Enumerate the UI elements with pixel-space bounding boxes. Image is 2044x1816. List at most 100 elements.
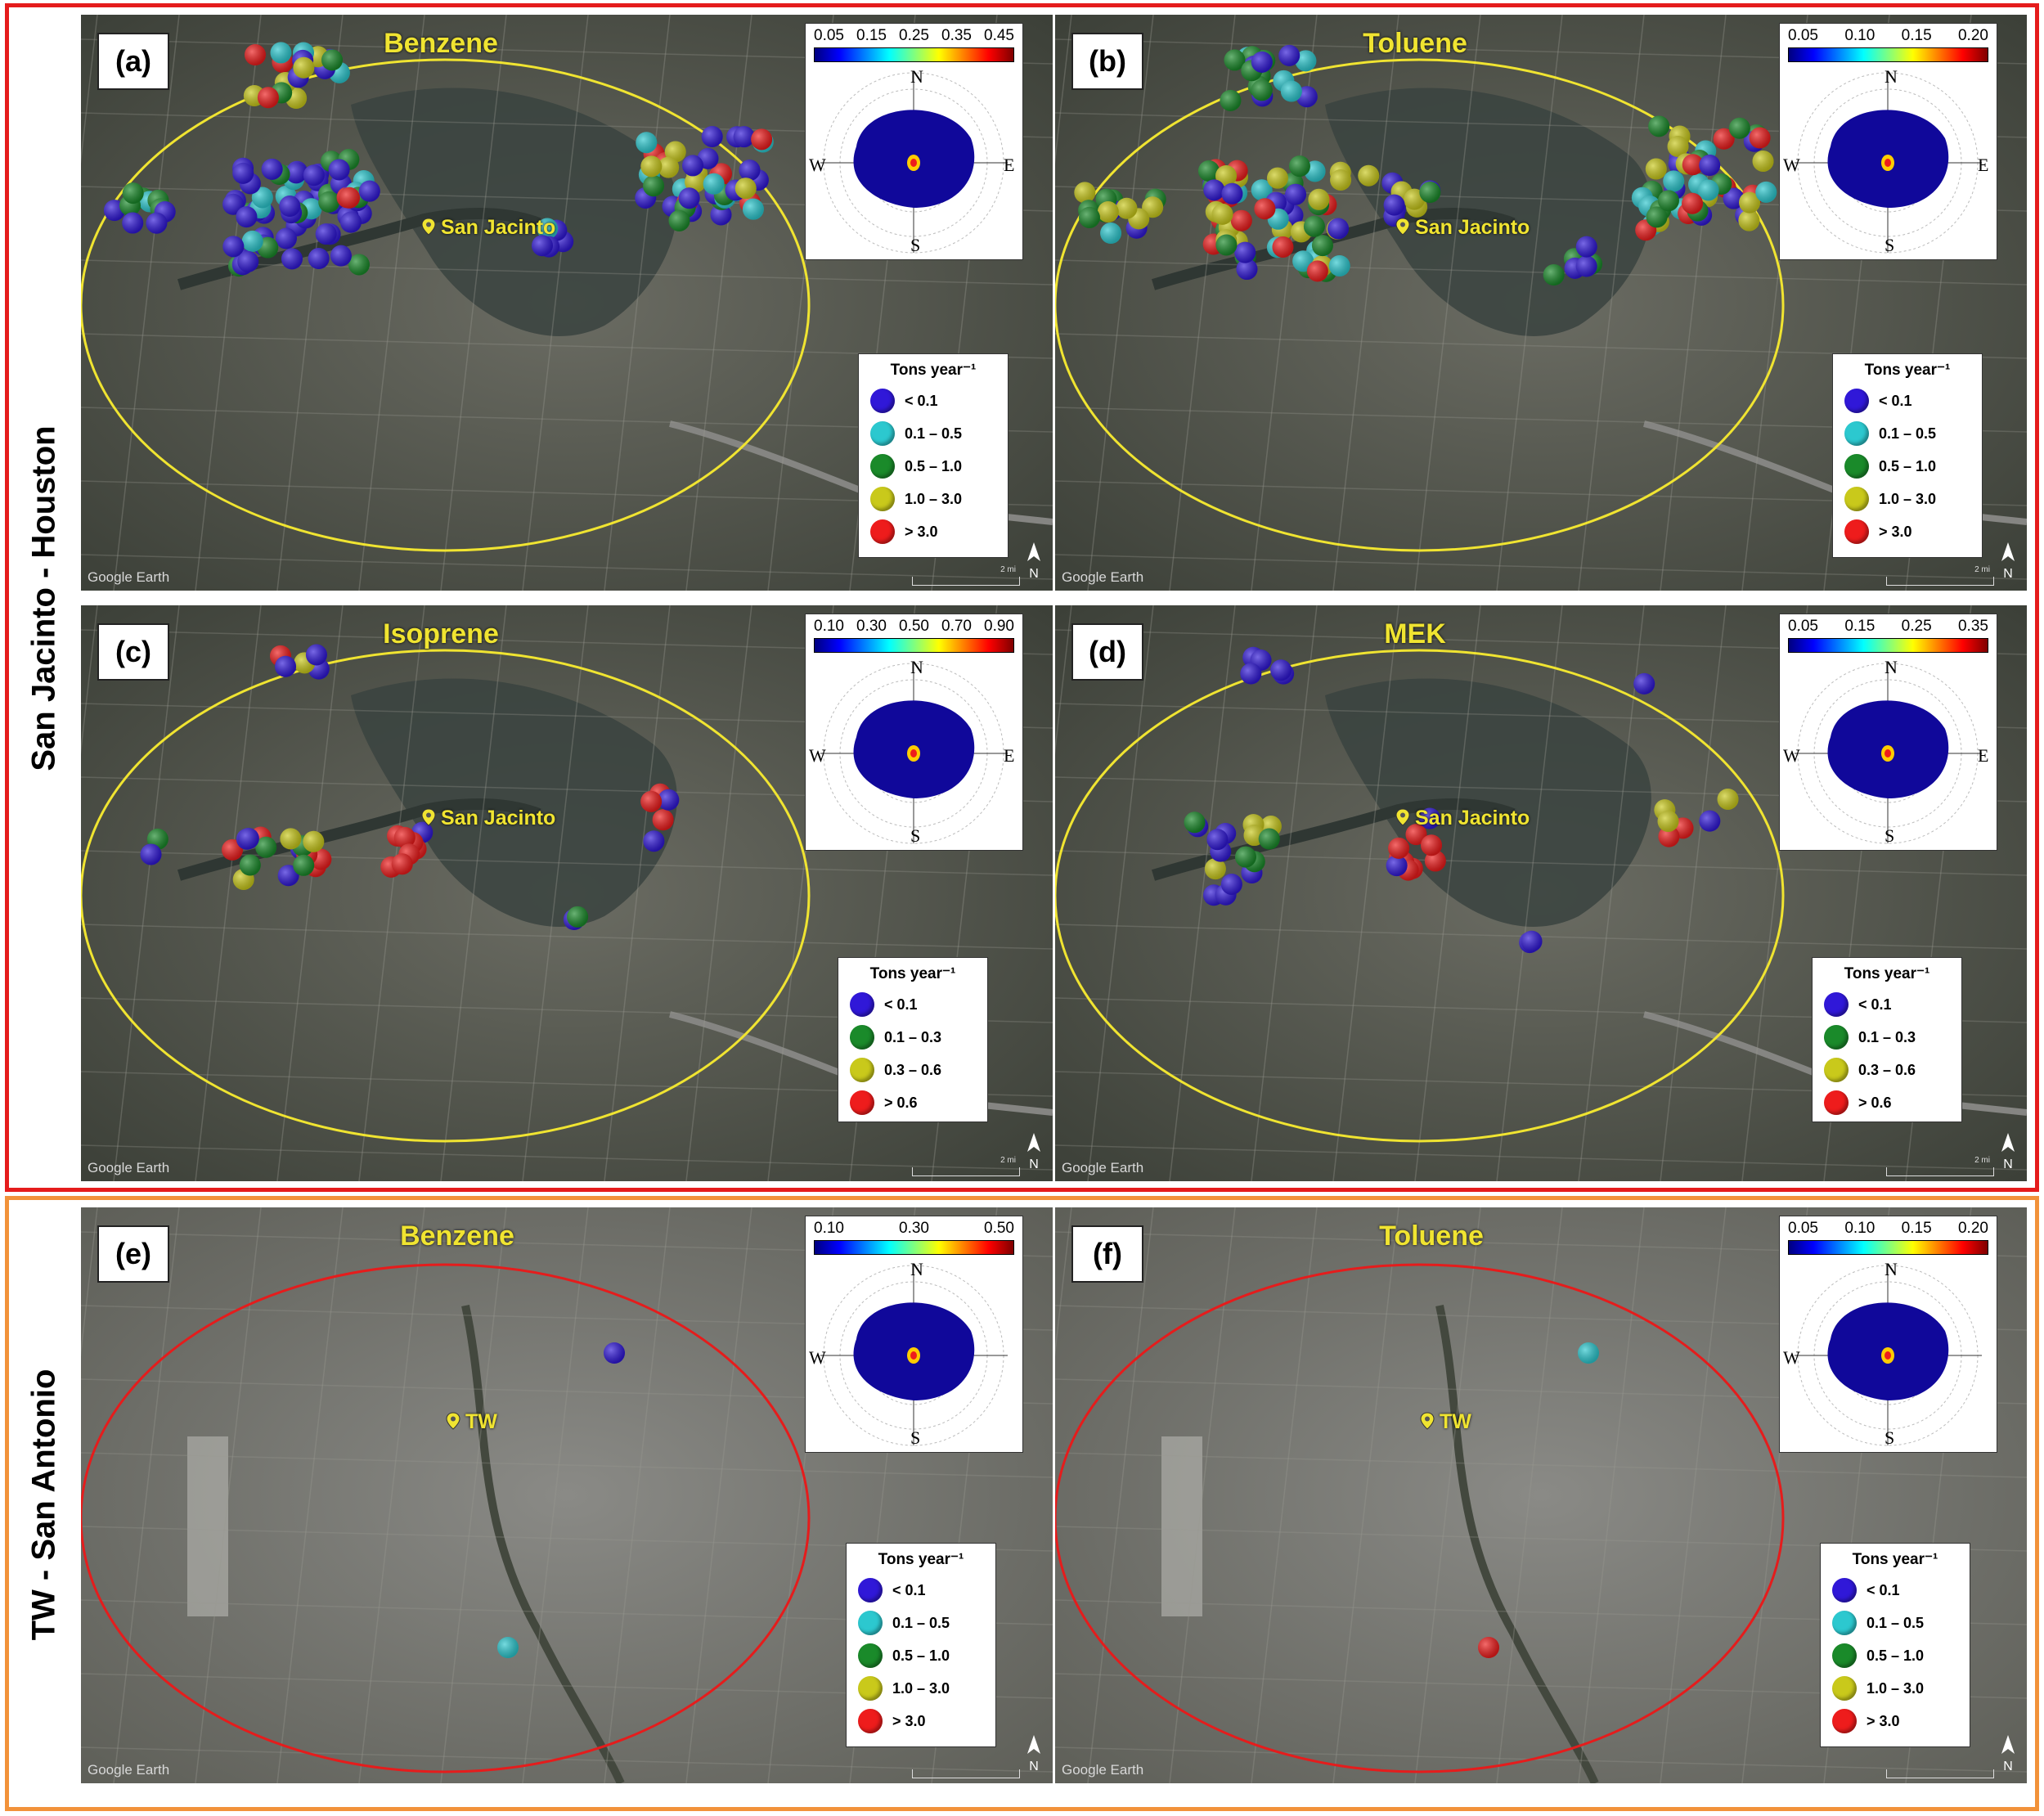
road [81,605,98,755]
radius-ellipse [1055,58,1785,552]
panel-letter: (d) [1071,623,1143,681]
emission-source-shading [739,160,761,182]
emission-source-shading [1405,824,1427,846]
site-pin-icon[interactable] [1420,1412,1435,1430]
scale-bar [912,1769,1020,1778]
radius-ellipse [81,58,811,552]
legend-item: < 0.1 [1832,1578,1900,1602]
site-pin-icon[interactable] [1395,218,1410,236]
map-panel-e: (e) Benzene TW 0.10 0.30 0.50 N S W Tons year⁻¹ < … [81,1207,1053,1783]
emission-source-shading [339,187,361,209]
radius-ellipse [1055,649,1785,1143]
emission-source-shading [1755,181,1777,203]
emission-source-shading [393,826,416,848]
legend-item: < 0.1 [1844,389,1912,413]
legend-label: 1.0 – 3.0 [1867,1679,1925,1697]
emission-source-shading [1327,218,1350,240]
polar-plot [820,1265,1008,1446]
legend-swatch [1844,454,1869,479]
road [1496,605,1563,1181]
emission-source-shading [255,836,277,858]
road [1169,15,1236,591]
emission-source-shading [1285,183,1307,205]
colorbar-tick-label: 0.25 [1901,618,1932,635]
emission-source-shading [303,164,325,187]
polar-plot [1795,663,1982,844]
panel-letter: (c) [97,623,169,681]
colorbar-tick-label: 0.15 [1844,618,1876,635]
legend-label: < 0.1 [905,392,938,409]
compass-s: S [1885,825,1895,846]
legend-item: > 3.0 [1832,1709,1900,1733]
emission-source-shading [1358,164,1380,187]
road [1055,1452,2027,1478]
ship-channel [1151,208,1516,290]
colorbar-tick-label: 0.15 [1901,1220,1932,1237]
emission-source-shading [1739,191,1761,214]
road [1251,1207,1318,1783]
emission-source-shading [1738,209,1760,231]
road [276,605,344,1181]
emission-source-shading [281,248,303,270]
emission-source-shading [1288,155,1310,178]
legend-swatch [1832,1611,1857,1635]
road [195,605,262,1181]
site-pin-icon[interactable] [421,218,436,236]
map-panel-b: (b) Toluene San Jacinto 0.05 0.10 0.15 0.20 N S W… [1055,15,2027,591]
emission-source-shading [1306,260,1328,282]
north-arrow-icon: N [1999,1132,2017,1171]
site-pin-icon[interactable] [446,1412,460,1430]
road [113,15,180,591]
road [1055,605,1072,755]
road [1660,605,1727,1181]
road [1251,605,1318,1181]
emission-source-shading [1383,194,1405,216]
emission-source-shading [1421,834,1443,856]
colorbar-ticks: 0.05 0.10 0.15 0.20 [1788,27,1988,47]
site-pin-icon[interactable] [1395,808,1410,826]
emission-source-shading [1682,192,1704,214]
emission-source-shading [303,830,325,852]
emission-source-shading [1717,788,1739,810]
road [1332,1207,1399,1783]
road [1055,1746,2027,1773]
road [522,605,589,1181]
compass-s: S [910,1427,921,1448]
emission-source-shading [532,235,554,257]
legend-label: 0.1 – 0.3 [1858,1028,1916,1045]
legend-swatch [850,992,874,1017]
compass-w: W [809,1347,826,1368]
road [81,1207,98,1357]
emission-legend: Tons year⁻¹ < 0.1 0.1 – 0.5 0.5 – 1.0 1.0 – … [1832,353,1983,558]
legend-label: 0.5 – 1.0 [905,457,963,474]
google-earth-watermark: Google Earth [1062,1160,1144,1175]
legend-label: 0.5 – 1.0 [892,1647,950,1664]
north-arrow-label: N [1029,567,1039,581]
polar-plot [1795,1265,1982,1446]
road [276,15,344,591]
emission-source-shading [640,790,663,812]
legend-label: < 0.1 [1879,392,1912,409]
emission-source-shading [1699,810,1721,832]
legend-swatch [870,454,895,479]
emission-source-shading [652,809,674,831]
emission-source-shading [1220,873,1242,895]
pollution-rose-inset: 0.10 0.30 0.50 0.70 0.90 N S W E [805,614,1023,851]
legend-title: Tons year⁻¹ [878,1551,964,1568]
emission-source-shading [1308,188,1330,210]
pollution-rose-hotspot [1885,1351,1891,1360]
radius-ellipse [81,1263,811,1773]
road [1087,1207,1154,1783]
legend-item: > 0.6 [850,1090,918,1115]
colorbar [1788,638,1988,653]
north-arrow-icon: N [1025,1734,1043,1773]
emission-source-shading [277,865,299,887]
legend-swatch [1824,1025,1849,1050]
north-arrow-icon: N [1999,1734,2017,1773]
polar-plot [820,72,1008,254]
legend-item: < 0.1 [1824,992,1892,1017]
compass-n: N [910,66,923,87]
emission-source-shading [1663,170,1685,192]
site-pin-icon[interactable] [421,808,436,826]
road [1496,1207,1563,1783]
